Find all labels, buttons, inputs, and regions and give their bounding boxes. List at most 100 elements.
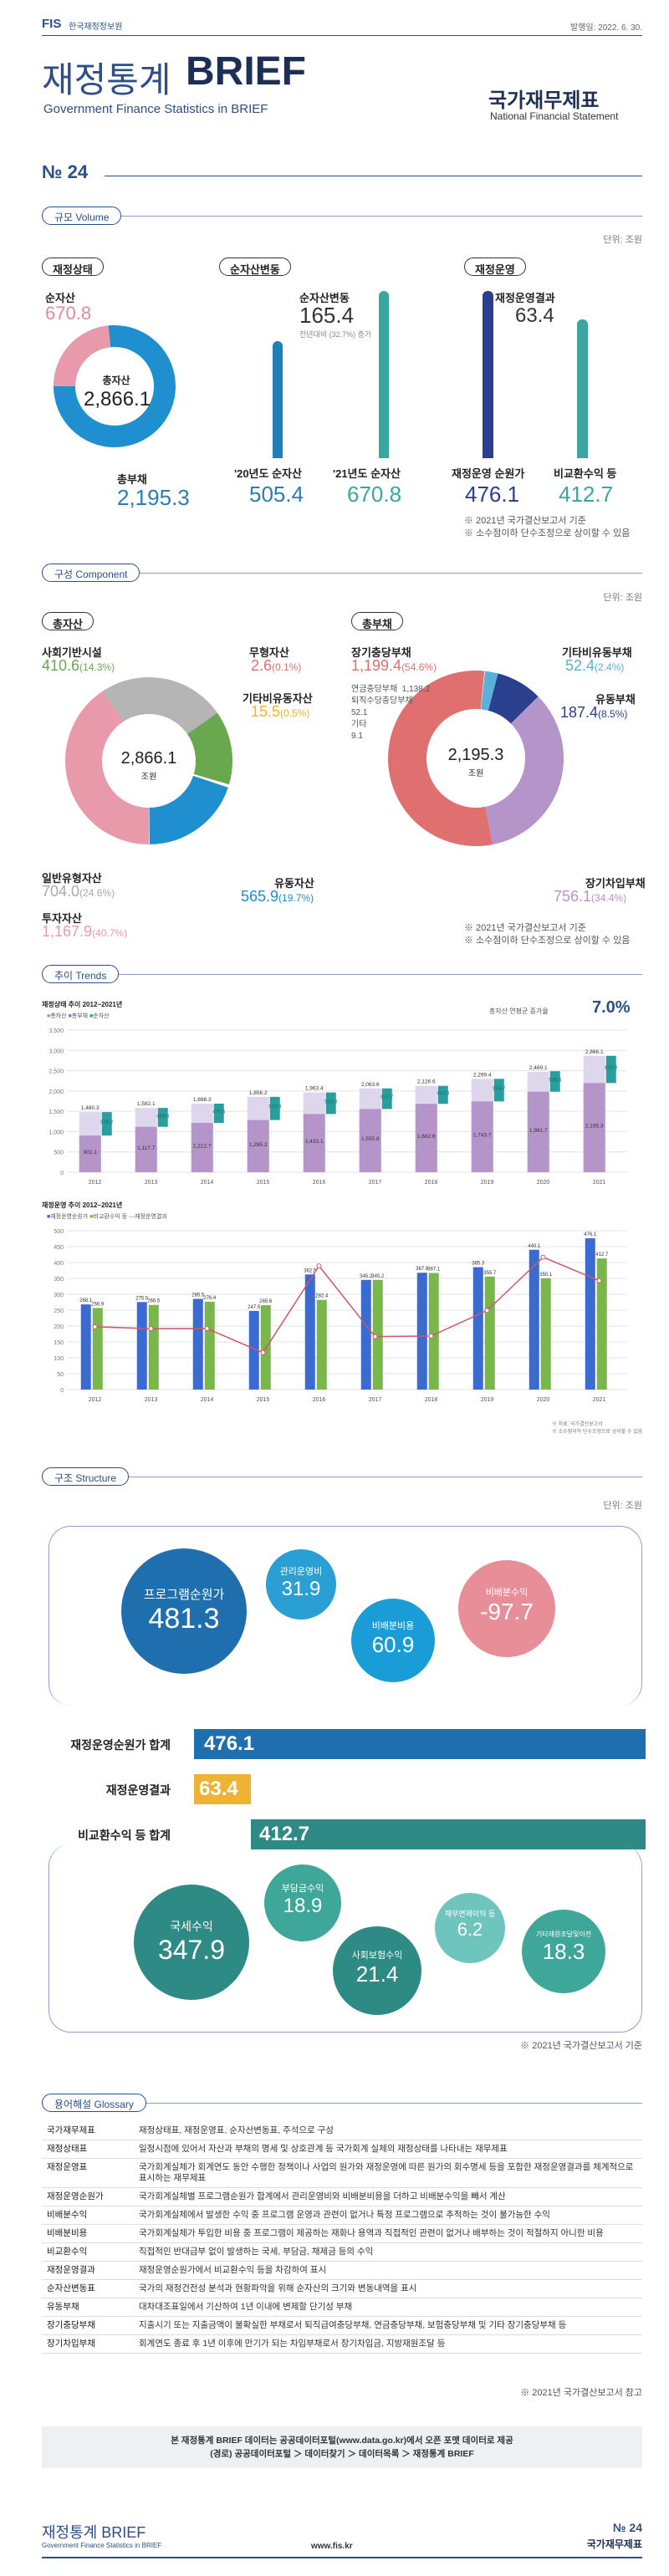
status-donut	[54, 325, 176, 447]
label-revenue: 355.7	[483, 1271, 497, 1276]
x-tick-label: 2017	[369, 1180, 382, 1186]
y21-value: 670.8	[347, 482, 402, 507]
glossary-row: 재정운영결과 재정운영순원가에서 비교환수익 등을 차감하여 표시	[42, 2261, 642, 2280]
divider	[42, 573, 642, 574]
glossary-term: 비배분수익	[42, 2206, 134, 2225]
assets-center: 2,866.1	[120, 749, 177, 768]
label-total-liab: 1,682.6	[417, 1134, 436, 1140]
bar-net-cost	[472, 1267, 483, 1390]
glossary-row: 비배분수익 국가회계실체에서 발생한 수익 중 프로그램 운영과 관련이 없거나 …	[42, 2206, 642, 2225]
chart1-growth-rate: 7.0%	[592, 998, 631, 1017]
liab-current-label: 유동부채	[595, 693, 636, 706]
title-en: BRIEF	[186, 49, 306, 94]
label-total-assets: 2,126.6	[417, 1079, 436, 1085]
liab-center: 2,195.3	[447, 746, 504, 764]
bar-net-assets	[549, 1071, 560, 1092]
bar-revenue-total: 412.7	[251, 1819, 646, 1849]
bar-total-liab	[135, 1126, 157, 1172]
label-net-assets: 475.6	[212, 1110, 226, 1115]
bar-revenue	[148, 1304, 159, 1390]
bar-net-assets	[381, 1088, 392, 1109]
bar-net-cost	[585, 1238, 595, 1390]
result-point	[372, 1334, 378, 1339]
circle-insurance: 사회보험수익 21.4	[333, 1926, 421, 2015]
label-net-assets: 505.4	[549, 1078, 562, 1083]
y-tick-label: 2,500	[49, 1069, 64, 1075]
label-revenue: 276.4	[203, 1296, 217, 1301]
footer-url[interactable]: www.fis.kr	[311, 2542, 353, 2551]
bar-net-assets	[437, 1085, 448, 1104]
bar-net-assets	[493, 1079, 504, 1102]
asset-intangible-value: 2.6(0.1%)	[251, 657, 302, 674]
bar-revenue-label: 비교환수익 등 합계	[78, 1829, 171, 1842]
label-total-assets: 1,480.3	[81, 1105, 100, 1111]
result-point	[596, 1278, 602, 1283]
result-point	[428, 1333, 434, 1339]
label-revenue: 282.4	[315, 1294, 329, 1299]
x-tick-label: 2019	[481, 1397, 494, 1403]
glossary-note: ※ 2021년 국가결산보고서 참고	[520, 2388, 642, 2398]
status-tag: 재정상태	[42, 258, 104, 276]
circle-unallocated-cost: 비배분비용 60.9	[351, 1599, 435, 1682]
y-tick-label: 400	[54, 1261, 64, 1267]
asset-infra-label: 사회기반시설	[42, 646, 102, 659]
y-tick-label: 250	[54, 1308, 64, 1314]
unit-label: 단위: 조원	[603, 593, 642, 603]
assets-center-unit: 조원	[140, 773, 157, 782]
topic-en: National Financial Statement	[490, 110, 619, 122]
topic-ko: 국가재무제표	[488, 89, 600, 112]
label-net-cost: 362.5	[304, 1268, 317, 1273]
bar-revenue	[316, 1299, 327, 1390]
result-point	[148, 1326, 154, 1332]
bar-net-cost	[360, 1279, 371, 1390]
bottom-box	[49, 1844, 642, 2033]
bar-revenue	[204, 1301, 215, 1390]
circle-charge: 부담금수익 18.9	[264, 1864, 341, 1941]
label-total-liab: 1,117.7	[137, 1145, 156, 1151]
issue-date: 발행일: 2022. 6. 30.	[570, 23, 642, 33]
x-tick-label: 2014	[201, 1397, 214, 1403]
glossary-term: 장기차입부채	[42, 2334, 134, 2354]
subtitle: Government Finance Statistics in BRIEF	[43, 102, 268, 116]
y-tick-label: 2,000	[49, 1089, 64, 1095]
x-tick-label: 2016	[313, 1397, 326, 1403]
glossary-row: 유동부채 대차대조표일에서 기산하여 1년 이내에 변제할 단기성 부채	[42, 2298, 642, 2317]
liab-donut	[388, 671, 564, 846]
x-tick-label: 2015	[257, 1397, 270, 1403]
x-tick-label: 2016	[313, 1180, 326, 1186]
y20-value: 505.4	[249, 482, 304, 507]
bar-2020	[273, 341, 283, 458]
fis-logo[interactable]: FIS	[42, 17, 62, 31]
glossary-pill: 용어해설 Glossary	[42, 2094, 146, 2112]
liab-other-value: 52.4(2.4%)	[565, 657, 625, 674]
bar-revenue	[540, 1278, 551, 1390]
x-tick-label: 2013	[145, 1180, 158, 1186]
label-net-assets: 443.9	[437, 1091, 450, 1096]
label-net-cost: 345.2	[360, 1274, 373, 1279]
label-net-assets: 670.8	[605, 1066, 618, 1071]
bar-revenue	[372, 1279, 383, 1390]
liab-provision-label: 장기충당부채	[351, 646, 411, 659]
y-tick-label: 500	[54, 1150, 64, 1156]
asset-current-label: 유동자산	[274, 877, 314, 890]
label-total-liab: 1,981.7	[529, 1128, 548, 1134]
y-tick-label: 150	[54, 1340, 64, 1346]
rev-value: 412.7	[559, 482, 614, 507]
footer-brand-sub: Government Finance Statistics in BRIEF	[42, 2542, 162, 2549]
footer-topic: 국가재무제표	[586, 2538, 642, 2550]
component-note-2: ※ 소수점이하 단수조정으로 상이할 수 있음	[464, 936, 631, 946]
glossary-definition: 회계연도 종료 후 1년 이후에 만기가 되는 차입부채로서 장기차입금, 지방…	[134, 2334, 642, 2354]
component-note-1: ※ 2021년 국가결산보고서 기준	[464, 923, 586, 933]
circle-other-funding: 기타재원조달및이전 18.3	[522, 1910, 605, 1993]
result-point	[92, 1324, 98, 1329]
operation-label: 재정운영결과	[495, 292, 555, 304]
bar-revenue	[577, 319, 588, 458]
x-tick-label: 2018	[425, 1397, 438, 1403]
operation-trend-chart: 0 50 100 150 200 250 300 350 400 450 500 268.1256.9…	[54, 1229, 627, 1403]
asset-tangible-value: 704.0(24.6%)	[42, 883, 115, 900]
y-tick-label: 100	[54, 1356, 64, 1362]
label-total-liab: 1,285.2	[249, 1142, 268, 1148]
rev-label: 비교환수익 등	[554, 467, 617, 480]
glossary-definition: 지출시기 또는 지출금액이 불확실한 부채로서 퇴직급여충당부채, 연금충당부채…	[134, 2316, 642, 2335]
net-assets-value: 670.8	[45, 303, 92, 324]
